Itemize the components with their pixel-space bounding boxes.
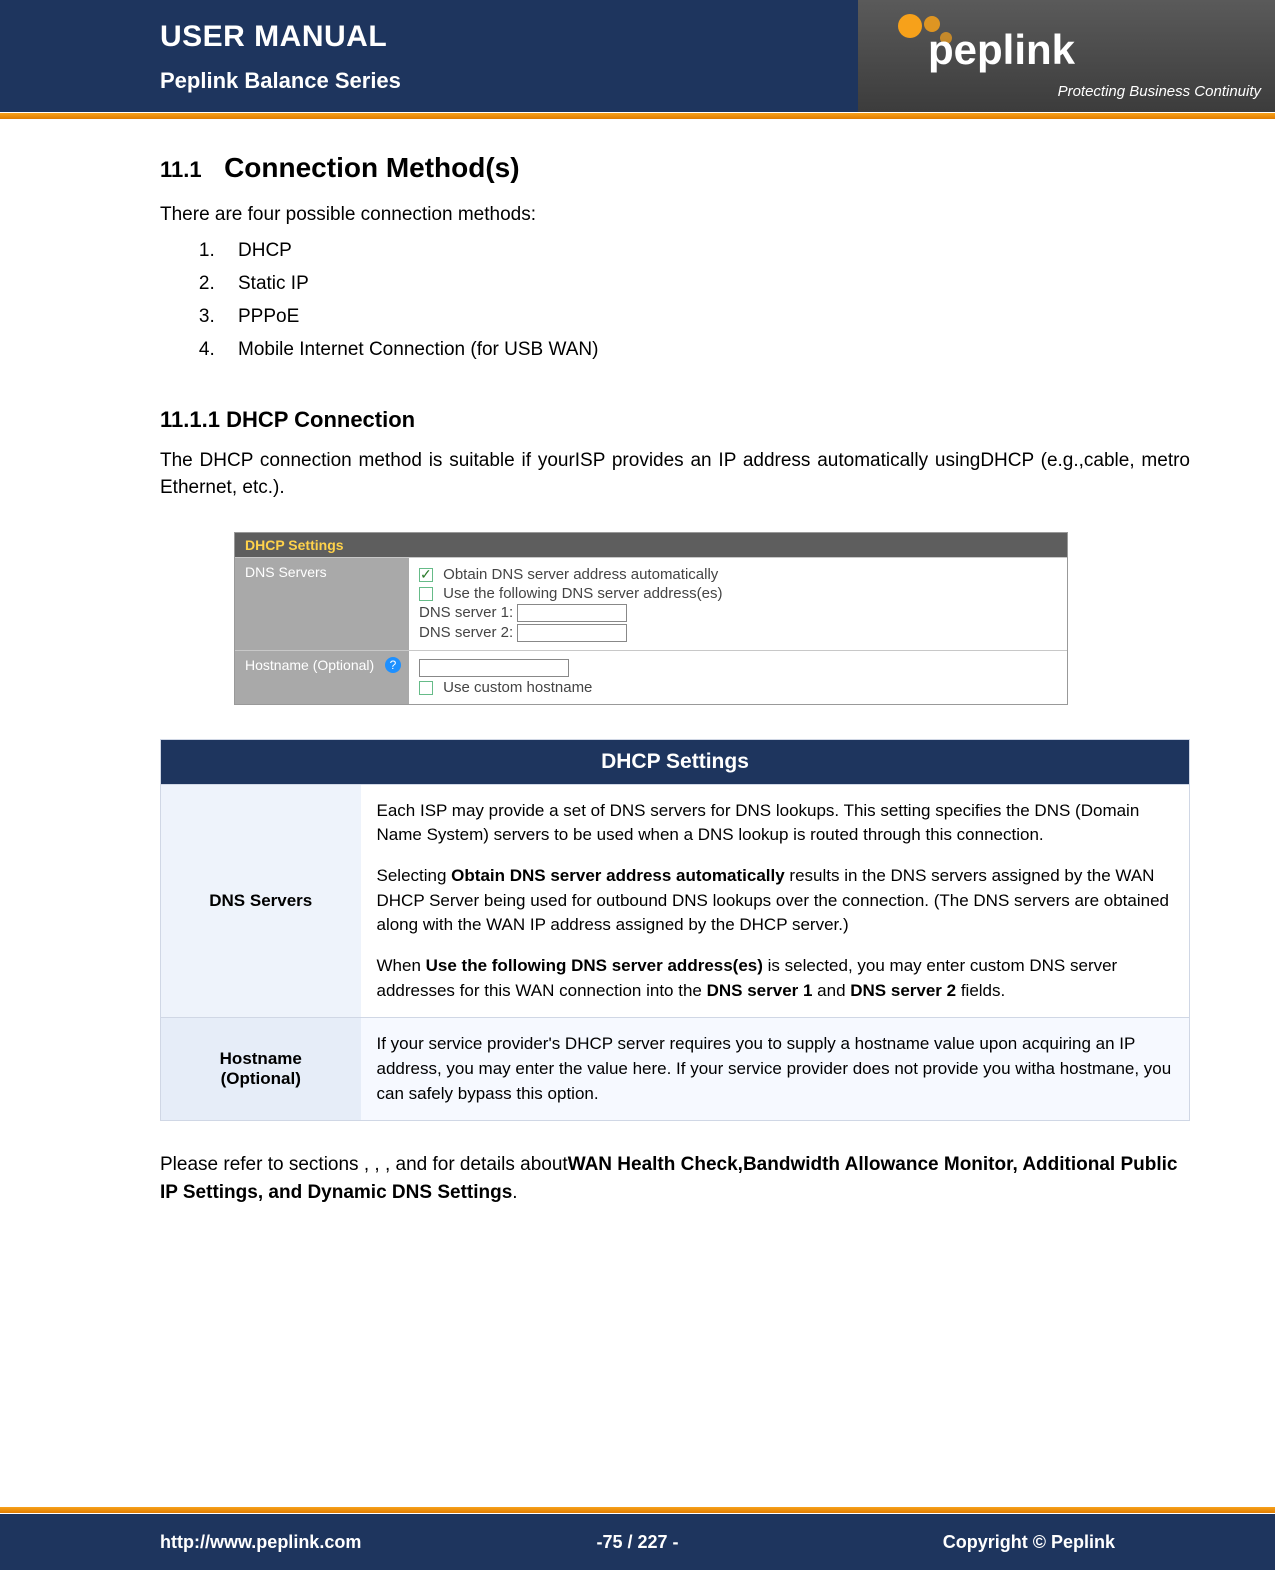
footer-page-number: -75 / 227 -: [596, 1532, 678, 1553]
list-item: PPPoE: [220, 300, 1190, 333]
header-right: peplink Protecting Business Continuity: [858, 0, 1275, 112]
help-icon[interactable]: ?: [385, 657, 401, 673]
dns-server1-label: DNS server 1:: [419, 604, 513, 621]
dns-desc-p2: Selecting Obtain DNS server address auto…: [377, 864, 1174, 938]
dns-desc-p1: Each ISP may provide a set of DNS server…: [377, 799, 1174, 848]
screenshot-row-hostname: Hostname (Optional) ? Use custom hostnam…: [235, 650, 1067, 704]
closing-para: Please refer to sections , , , and for d…: [160, 1151, 1190, 1206]
table-desc-hostname: If your service provider's DHCP server r…: [361, 1018, 1190, 1121]
doc-title: USER MANUAL: [160, 20, 858, 54]
table-label-dns: DNS Servers: [161, 784, 361, 1017]
doc-subtitle: Peplink Balance Series: [160, 68, 858, 94]
custom-hostname-label: Use custom hostname: [443, 679, 592, 696]
table-row: DNS Servers Each ISP may provide a set o…: [161, 784, 1190, 1017]
page-footer: http://www.peplink.com -75 / 227 - Copyr…: [0, 1514, 1275, 1570]
section-number: 11.1: [160, 157, 202, 183]
dhcp-settings-screenshot: DHCP Settings DNS Servers Obtain DNS ser…: [234, 532, 1068, 705]
screenshot-row-dns: DNS Servers Obtain DNS server address au…: [235, 557, 1067, 650]
dns-server2-label: DNS server 2:: [419, 624, 513, 641]
section-intro: There are four possible connection metho…: [160, 202, 1190, 228]
header-left: USER MANUAL Peplink Balance Series: [0, 0, 858, 112]
screenshot-body-hostname: Use custom hostname: [409, 651, 1067, 704]
hostname-input[interactable]: [419, 659, 569, 677]
brand-tagline: Protecting Business Continuity: [1058, 83, 1261, 100]
subsection-para: The DHCP connection method is suitable i…: [160, 447, 1190, 502]
list-item: DHCP: [220, 234, 1190, 267]
screenshot-panel-title: DHCP Settings: [235, 533, 1067, 557]
dhcp-settings-table: DHCP Settings DNS Servers Each ISP may p…: [160, 739, 1190, 1121]
hostname-label-text: Hostname (Optional): [245, 657, 374, 673]
methods-list: DHCP Static IP PPPoE Mobile Internet Con…: [220, 234, 1190, 367]
section-title: Connection Method(s): [224, 152, 520, 183]
content: 11.1 Connection Method(s) There are four…: [160, 152, 1190, 1206]
table-desc-dns: Each ISP may provide a set of DNS server…: [361, 784, 1190, 1017]
screenshot-label-hostname: Hostname (Optional) ?: [235, 651, 409, 704]
section-heading: 11.1 Connection Method(s): [160, 152, 1190, 184]
list-item: Mobile Internet Connection (for USB WAN): [220, 333, 1190, 366]
checkbox-custom-hostname[interactable]: [419, 681, 433, 695]
table-label-hostname: Hostname (Optional): [161, 1018, 361, 1121]
dns-server2-input[interactable]: [517, 624, 627, 642]
dns-server1-input[interactable]: [517, 604, 627, 622]
list-item: Static IP: [220, 267, 1190, 300]
screenshot-body-dns: Obtain DNS server address automatically …: [409, 558, 1067, 650]
footer-orange-bar: [0, 1506, 1275, 1514]
screenshot-label-dns: DNS Servers: [235, 558, 409, 650]
footer-copyright: Copyright © Peplink: [943, 1532, 1115, 1553]
option-manual-dns-label: Use the following DNS server address(es): [443, 585, 722, 602]
footer-url: http://www.peplink.com: [160, 1532, 361, 1553]
option-auto-dns-label: Obtain DNS server address automatically: [443, 566, 718, 583]
page-header: USER MANUAL Peplink Balance Series pepli…: [0, 0, 1275, 112]
header-orange-bar: [0, 112, 1275, 120]
subsection-title: 11.1.1 DHCP Connection: [160, 407, 1190, 433]
table-header: DHCP Settings: [161, 739, 1190, 784]
svg-text:peplink: peplink: [928, 26, 1076, 73]
brand-logo: peplink: [888, 8, 1148, 83]
checkbox-manual-dns[interactable]: [419, 587, 433, 601]
dns-desc-p3: When Use the following DNS server addres…: [377, 954, 1174, 1003]
table-row: Hostname (Optional) If your service prov…: [161, 1018, 1190, 1121]
checkbox-auto-dns[interactable]: [419, 568, 433, 582]
